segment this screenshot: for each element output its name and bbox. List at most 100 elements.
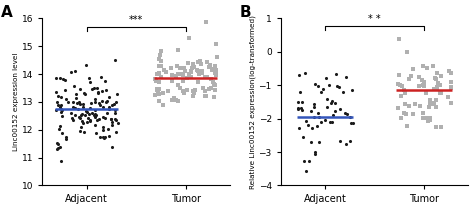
Point: [86, 119, 94, 123]
Point: [76, 102, 83, 105]
Point: [188, 66, 195, 70]
Point: [112, 118, 120, 122]
Point: [306, 159, 313, 163]
Point: [156, 54, 164, 57]
Point: [200, 86, 207, 89]
Point: [104, 127, 112, 131]
Point: [401, 111, 408, 115]
Point: [111, 117, 118, 120]
Point: [183, 76, 191, 79]
Point: [157, 59, 165, 63]
Point: [82, 110, 90, 113]
Point: [83, 110, 91, 114]
Point: [180, 89, 187, 92]
Point: [79, 112, 86, 115]
Point: [313, 124, 320, 128]
Point: [90, 86, 98, 89]
Point: [68, 117, 76, 120]
Point: [295, 100, 302, 104]
Point: [94, 91, 102, 94]
Point: [164, 89, 172, 92]
Point: [447, 101, 455, 104]
Point: [430, 87, 438, 91]
Point: [207, 64, 214, 67]
Point: [189, 89, 197, 93]
Point: [193, 69, 201, 72]
Point: [154, 90, 161, 93]
Point: [426, 116, 434, 120]
Text: ***: ***: [129, 15, 143, 25]
Point: [419, 112, 427, 115]
Point: [67, 70, 74, 73]
Point: [62, 89, 69, 92]
Point: [104, 99, 111, 102]
Point: [211, 71, 219, 75]
Y-axis label: Relative Linc00152 expression(log-transformed): Relative Linc00152 expression(log-transf…: [249, 15, 255, 189]
Point: [53, 142, 61, 145]
Point: [85, 112, 93, 115]
Point: [395, 73, 403, 76]
Point: [63, 97, 70, 100]
Point: [211, 83, 219, 86]
Point: [179, 73, 187, 76]
Point: [319, 87, 327, 91]
Point: [158, 65, 165, 68]
Point: [403, 50, 411, 53]
Point: [91, 108, 99, 111]
Point: [432, 98, 440, 101]
Point: [315, 84, 322, 87]
Point: [202, 20, 210, 24]
Point: [93, 87, 100, 90]
Point: [91, 100, 99, 104]
Point: [53, 76, 60, 79]
Point: [70, 84, 77, 88]
Point: [105, 134, 113, 137]
Point: [57, 160, 65, 163]
Point: [79, 105, 87, 109]
Point: [447, 86, 455, 90]
Point: [397, 94, 405, 98]
Point: [405, 78, 412, 81]
Point: [396, 83, 404, 87]
Point: [187, 70, 195, 73]
Point: [427, 98, 434, 102]
Point: [102, 88, 110, 91]
Point: [433, 85, 441, 89]
Point: [342, 75, 349, 79]
Point: [53, 147, 60, 150]
Point: [69, 118, 77, 121]
Point: [213, 55, 220, 58]
Point: [174, 72, 182, 76]
Point: [52, 109, 60, 112]
Point: [210, 83, 218, 86]
Point: [80, 131, 87, 134]
Point: [114, 121, 121, 125]
Point: [415, 85, 422, 88]
Point: [308, 110, 315, 113]
Point: [208, 69, 215, 72]
Point: [174, 83, 182, 87]
Point: [332, 72, 339, 75]
Point: [106, 107, 113, 110]
Point: [331, 102, 338, 105]
Point: [194, 60, 202, 64]
Point: [99, 136, 107, 139]
Point: [168, 98, 175, 101]
Point: [394, 83, 401, 86]
Point: [211, 67, 219, 70]
Point: [210, 68, 218, 71]
Point: [53, 101, 61, 104]
Point: [73, 101, 81, 105]
Point: [82, 63, 90, 67]
Point: [324, 97, 331, 101]
Point: [52, 91, 60, 94]
Point: [98, 100, 106, 103]
Point: [88, 101, 95, 105]
Point: [153, 72, 161, 75]
Point: [161, 69, 168, 72]
Point: [107, 117, 114, 121]
Point: [57, 108, 65, 111]
Point: [155, 93, 163, 96]
Point: [201, 75, 209, 78]
Y-axis label: Linc00152 expression level: Linc00152 expression level: [13, 53, 19, 151]
